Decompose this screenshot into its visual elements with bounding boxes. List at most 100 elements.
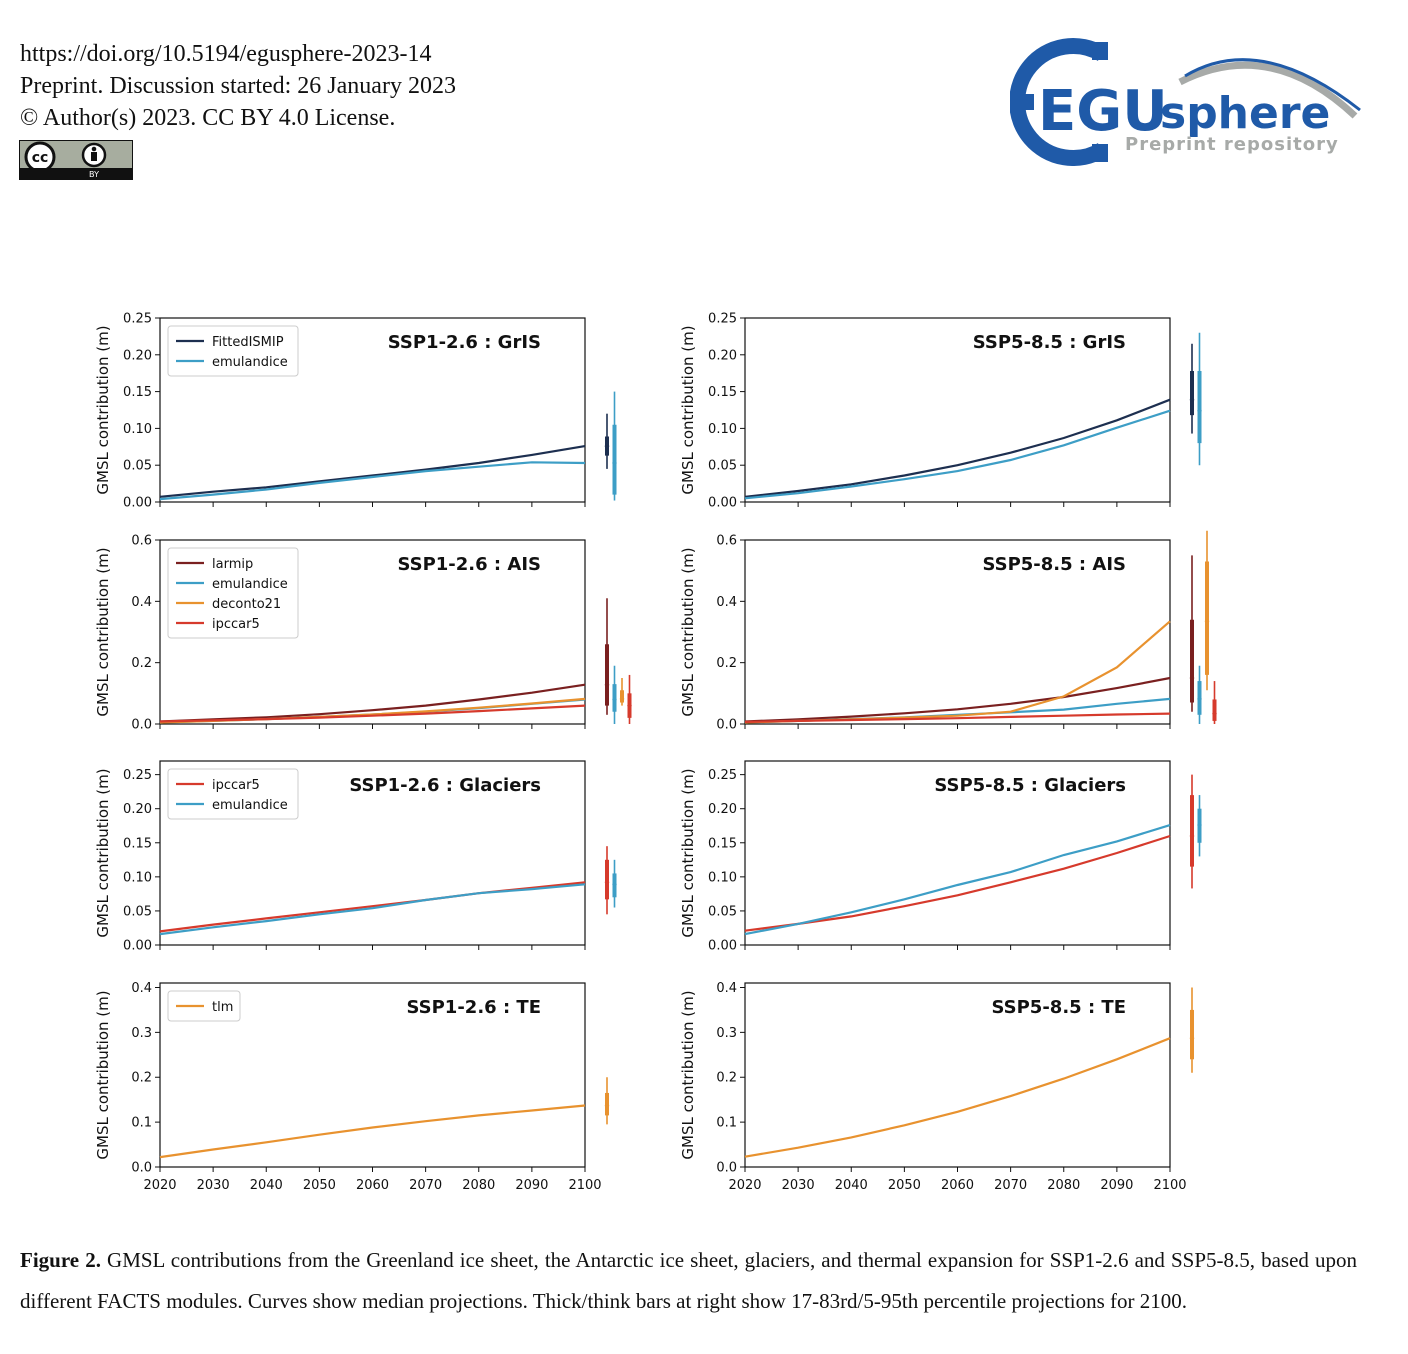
cc-mark: cc (32, 150, 49, 166)
legend-label: tlm (212, 1000, 233, 1015)
y-tick-label: 0.4 (131, 981, 152, 996)
series-line (744, 1037, 1171, 1158)
x-tick-label: 2090 (515, 1178, 548, 1193)
panel-title: SSP1-2.6 : GrIS (388, 332, 541, 353)
paper-header: https://doi.org/10.5194/egusphere-2023-1… (20, 38, 456, 134)
median-point (612, 460, 617, 466)
legend-label: ipccar5 (212, 617, 260, 632)
panel-title: SSP5-8.5 : Glaciers (934, 775, 1126, 796)
series-line (159, 683, 586, 723)
y-axis-label: GMSL contribution (m) (94, 325, 112, 494)
y-tick-label: 0.15 (123, 836, 152, 851)
series-line (159, 1104, 586, 1159)
series-line (744, 620, 1171, 724)
y-tick-label: 0.0 (716, 1161, 737, 1176)
series-line (744, 676, 1171, 723)
legend-label: larmip (212, 557, 253, 572)
median-point (1212, 711, 1217, 716)
logo-gear-icon: EGU sphere (1010, 38, 1361, 166)
y-tick-label: 0.00 (708, 939, 737, 954)
figure-caption: Figure 2. GMSL contributions from the Gr… (20, 1240, 1357, 1322)
caption-text: GMSL contributions from the Greenland ic… (20, 1248, 1358, 1313)
y-tick-label: 0.05 (708, 904, 737, 919)
series-line (744, 824, 1171, 936)
y-tick-label: 0.3 (716, 1026, 737, 1041)
y-axis-label: GMSL contribution (m) (94, 768, 112, 937)
median-point (1197, 822, 1202, 828)
y-tick-label: 0.20 (123, 802, 152, 817)
median-point (604, 443, 610, 449)
median-point (1189, 675, 1195, 681)
y-tick-label: 0.1 (716, 1116, 737, 1131)
y-tick-label: 0.0 (716, 718, 737, 733)
x-tick-label: 2040 (835, 1178, 868, 1193)
y-tick-label: 0.20 (708, 802, 737, 817)
series-line (159, 461, 586, 501)
median-point (1197, 408, 1202, 413)
y-tick-label: 0.10 (708, 870, 737, 885)
x-tick-label: 2080 (1047, 1178, 1080, 1193)
panel-title: SSP5-8.5 : AIS (982, 554, 1126, 575)
median-point (604, 682, 610, 687)
median-point (1197, 696, 1202, 702)
figure-panels: 0.00 0.05 0.10 0.15 0.20 0.25 GMSL contributio… (94, 312, 1217, 1193)
x-tick-label: 2100 (568, 1178, 601, 1193)
legend-label: emulandice (212, 355, 288, 370)
x-tick-label: 2060 (941, 1178, 974, 1193)
median-point (1189, 397, 1195, 402)
cc-badge-graphic: cc BY (20, 141, 132, 179)
median-point (612, 697, 617, 702)
x-tick-label: 2050 (303, 1178, 336, 1193)
panel-title: SSP1-2.6 : AIS (397, 554, 541, 575)
y-tick-label: 0.6 (131, 534, 152, 549)
panel-title: SSP1-2.6 : Glaciers (349, 775, 541, 796)
legend-label: ipccar5 (212, 778, 260, 793)
caption-label: Figure 2. (20, 1248, 101, 1272)
y-tick-label: 0.00 (123, 496, 152, 511)
y-axis-label: GMSL contribution (m) (94, 990, 112, 1159)
median-point (612, 882, 617, 887)
figure-2: 0.00 0.05 0.10 0.15 0.20 0.25 GMSL contributio… (0, 300, 1408, 1200)
y-tick-label: 0.2 (716, 656, 737, 671)
y-tick-label: 0.1 (131, 1116, 152, 1131)
panel-title: SSP5-8.5 : TE (992, 997, 1127, 1018)
logo-subtitle: Preprint repository (1125, 134, 1339, 155)
y-tick-label: 0.4 (716, 981, 737, 996)
y-axis-label: GMSL contribution (m) (94, 547, 112, 716)
series-line (159, 704, 586, 723)
logo-egu: EGU (1038, 79, 1168, 144)
cc-by-badge[interactable]: cc BY (19, 140, 133, 180)
x-tick-label: 2030 (782, 1178, 815, 1193)
y-axis-label: GMSL contribution (m) (679, 547, 697, 716)
y-tick-label: 0.10 (708, 422, 737, 437)
y-tick-label: 0.0 (131, 718, 152, 733)
panel-3: 0.0 0.2 0.4 0.6 GMSL contribution (m) SSP1-2.… (94, 534, 632, 733)
legend-box (167, 547, 299, 639)
y-tick-label: 0.10 (123, 870, 152, 885)
egusphere-logo[interactable]: EGU sphere (1010, 36, 1370, 166)
y-tick-label: 0.4 (131, 595, 152, 610)
logo-sphere: sphere (1160, 88, 1330, 139)
y-tick-label: 0.4 (716, 595, 737, 610)
panel-title: SSP1-2.6 : TE (407, 997, 542, 1018)
panel-6: 0.00 0.05 0.10 0.15 0.20 0.25 GMSL contributio… (679, 760, 1202, 954)
series-line (744, 409, 1171, 500)
x-tick-label: 2070 (409, 1178, 442, 1193)
y-tick-label: 0.2 (131, 656, 152, 671)
series-line (159, 445, 586, 498)
y-tick-label: 0.05 (123, 459, 152, 474)
panel-title: SSP5-8.5 : GrIS (973, 332, 1126, 353)
x-tick-label: 2020 (728, 1178, 761, 1193)
x-tick-label: 2100 (1153, 1178, 1186, 1193)
legend-label: emulandice (212, 798, 288, 813)
y-tick-label: 0.0 (131, 1161, 152, 1176)
y-tick-label: 0.15 (708, 385, 737, 400)
y-axis-label: GMSL contribution (m) (679, 990, 697, 1159)
y-tick-label: 0.05 (708, 459, 737, 474)
by-mark: BY (89, 170, 99, 179)
doi-link[interactable]: https://doi.org/10.5194/egusphere-2023-1… (20, 41, 432, 67)
y-tick-label: 0.25 (123, 312, 152, 327)
y-tick-label: 0.25 (708, 312, 737, 327)
panel-8: 0.0 0.1 0.2 0.3 0.4 2020 2030 2040 2050 2060 2070 2… (679, 981, 1195, 1193)
x-tick-label: 2060 (356, 1178, 389, 1193)
